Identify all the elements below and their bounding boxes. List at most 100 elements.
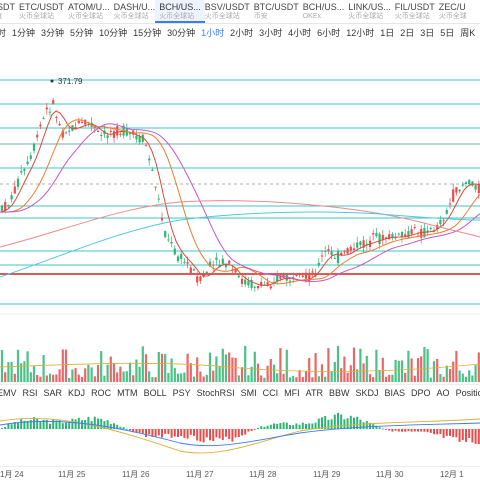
period-tab[interactable]: 15分钟 xyxy=(133,27,162,38)
macd-histogram-bar xyxy=(52,419,55,429)
macd-histogram-bar xyxy=(375,425,378,429)
volume-bar xyxy=(439,374,442,382)
period-tab[interactable]: 1日 xyxy=(380,27,395,38)
symbol-tab[interactable]: BCH/US... OKEx xyxy=(299,0,349,23)
macd-histogram-bar xyxy=(39,421,42,429)
period-tab[interactable]: 3日 xyxy=(420,27,435,38)
macd-histogram-bar xyxy=(477,429,480,445)
macd-histogram-bar xyxy=(81,420,83,429)
candle-body xyxy=(128,132,132,135)
indicator-tab[interactable]: MFI xyxy=(284,387,300,398)
indicator-tab[interactable]: Position xyxy=(455,387,480,398)
symbol-tab[interactable]: DASH/U... 火币全球站 xyxy=(110,0,160,23)
candlestick-chart[interactable]: 371.79 xyxy=(0,42,480,384)
indicator-tab[interactable]: SAR xyxy=(43,387,63,398)
volume-bar xyxy=(384,376,388,382)
period-tab[interactable]: 1分钟 xyxy=(12,27,36,38)
candle-body xyxy=(167,239,170,241)
volume-bar xyxy=(106,364,109,382)
indicator-tab[interactable]: ATR xyxy=(305,387,323,398)
symbol-tab[interactable]: /USDT市值 xyxy=(0,0,19,23)
symbol-tab[interactable]: LINK/US... 火币全球站 xyxy=(344,0,395,23)
candle-body xyxy=(112,131,116,138)
period-tab[interactable]: 12小时 xyxy=(346,27,375,38)
candle-body xyxy=(378,233,381,245)
period-tab[interactable]: 时 xyxy=(0,27,7,38)
symbol-tab[interactable]: BSV/USDT 火币全球站 xyxy=(201,0,254,23)
symbol-tab-name: BSV/USDT xyxy=(204,2,250,12)
volume-bar xyxy=(116,372,119,382)
candle-body xyxy=(16,178,20,187)
indicator-tab[interactable]: StochRSI xyxy=(196,387,235,398)
period-tab[interactable]: 5分钟 xyxy=(70,27,94,38)
volume-bar xyxy=(471,375,474,382)
macd-histogram-bar xyxy=(237,429,240,437)
indicator-tab[interactable]: MTM xyxy=(117,387,138,398)
indicator-tab[interactable]: KDJ xyxy=(68,387,86,398)
macd-histogram-bar xyxy=(161,429,163,438)
candle-body xyxy=(10,195,13,200)
period-tab[interactable]: 3小时 xyxy=(259,27,283,38)
candle-body xyxy=(404,234,407,237)
volume-bar xyxy=(429,377,432,382)
candle-body xyxy=(42,117,45,119)
candle-body xyxy=(256,285,260,289)
symbol-tab-exchange: 火币全球站 xyxy=(348,13,384,20)
volume-bar xyxy=(250,366,253,382)
macd-histogram-bar xyxy=(397,429,400,432)
symbol-tab[interactable]: ATOM/U... 火币全球站 xyxy=(64,0,114,23)
indicator-tab[interactable]: CCI xyxy=(262,387,279,398)
candle-body xyxy=(221,258,224,264)
indicator-tab[interactable]: ROC xyxy=(91,387,112,398)
period-tab[interactable]: 10分钟 xyxy=(99,27,128,38)
indicator-tab[interactable]: DPO xyxy=(411,387,431,398)
symbol-tab[interactable]: FIL/USDT 火币全球站 xyxy=(391,0,439,23)
indicator-tab[interactable]: BIAS xyxy=(384,387,406,398)
candle-body xyxy=(186,262,189,264)
candle-body xyxy=(189,267,192,274)
period-tab[interactable]: 3分钟 xyxy=(41,27,65,38)
candle-body xyxy=(116,126,119,136)
indicator-tab[interactable]: BOLL xyxy=(143,387,167,398)
indicator-tab[interactable]: BBW xyxy=(328,387,350,398)
candle-body xyxy=(413,227,416,229)
symbol-tab[interactable]: BTC/USDT 币安 xyxy=(250,0,303,23)
macd-histogram-bar xyxy=(327,419,330,429)
period-tab[interactable]: 30分钟 xyxy=(167,27,196,38)
volume-bar xyxy=(135,359,138,382)
volume-bar xyxy=(45,375,48,382)
candle-body xyxy=(394,237,397,239)
candle-body xyxy=(442,220,445,222)
volume-bar xyxy=(244,345,247,382)
candle-body xyxy=(100,134,103,136)
period-tab[interactable]: 2日 xyxy=(400,27,415,38)
symbol-tab[interactable]: ZEC/U 火币全球 xyxy=(435,0,471,23)
indicator-tab[interactable]: SMI xyxy=(240,387,257,398)
macd-histogram-bar xyxy=(135,429,138,433)
candle-body xyxy=(448,203,452,205)
candle-body xyxy=(320,255,324,257)
indicator-tab[interactable]: EMV xyxy=(0,387,17,398)
volume-bar xyxy=(90,367,93,382)
period-tab[interactable]: 4小时 xyxy=(288,27,312,38)
indicator-tab[interactable]: AO xyxy=(436,387,450,398)
period-tab[interactable]: 周K xyxy=(460,27,476,38)
period-tab[interactable]: 5日 xyxy=(440,27,455,38)
macd-histogram-bar xyxy=(385,429,387,430)
period-tab[interactable]: 1小时 xyxy=(201,27,225,38)
symbol-tab-name: BCH/US... xyxy=(159,2,201,12)
indicator-tab[interactable]: RSI xyxy=(22,387,38,398)
volume-bar xyxy=(202,376,205,382)
symbol-tab[interactable]: ETC/USDT 火币全球站 xyxy=(15,0,68,23)
candle-body xyxy=(445,209,448,214)
macd-histogram-bar xyxy=(324,415,327,429)
macd-histogram-bar xyxy=(401,429,403,432)
symbol-tab-name: BTC/USDT xyxy=(253,2,299,12)
macd-histogram-bar xyxy=(154,429,157,437)
period-tab[interactable]: 6小时 xyxy=(317,27,341,38)
indicator-tab[interactable]: SKDJ xyxy=(355,387,379,398)
symbol-tab[interactable]: BCH/US... 火币全球站 xyxy=(155,0,205,23)
period-tab[interactable]: 2小时 xyxy=(230,27,254,38)
candle-body xyxy=(4,202,7,211)
indicator-tab[interactable]: PSY xyxy=(172,387,191,398)
